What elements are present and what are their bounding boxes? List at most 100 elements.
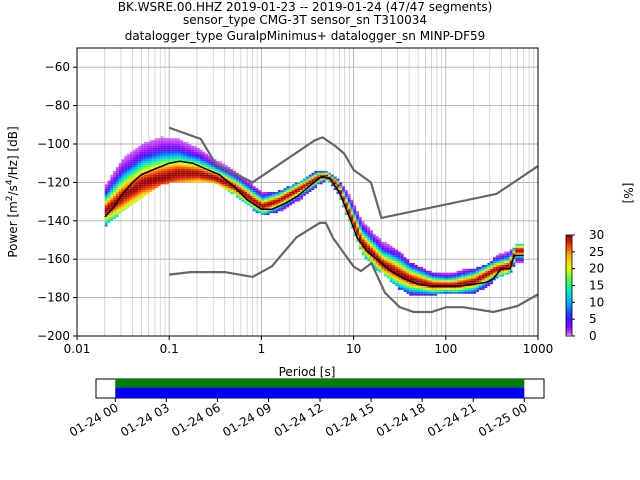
pdf-cell <box>470 288 474 290</box>
pdf-cell <box>289 201 292 204</box>
pdf-cell <box>277 199 281 202</box>
pdf-cell <box>155 140 158 143</box>
pdf-cell <box>386 255 390 258</box>
pdf-cell <box>194 161 197 164</box>
pdf-cell <box>143 153 147 156</box>
pdf-cell <box>470 280 474 283</box>
pdf-cell <box>266 207 270 210</box>
pdf-cell <box>127 203 130 206</box>
pdf-cell <box>138 195 142 198</box>
pdf-cell <box>289 197 292 200</box>
pdf-cell <box>258 209 262 212</box>
pdf-cell <box>177 144 181 146</box>
pdf-cell <box>177 159 181 162</box>
pdf-cell <box>353 222 357 225</box>
pdf-cell <box>241 195 245 198</box>
pdf-cell <box>319 170 323 173</box>
pdf-cell <box>233 178 237 181</box>
colorbar-segment <box>566 305 572 308</box>
pdf-cell <box>442 291 446 294</box>
pdf-cell <box>152 182 156 185</box>
pdf-cell <box>386 245 390 248</box>
pdf-cell <box>314 182 318 185</box>
pdf-cell <box>118 197 122 200</box>
pdf-cell <box>487 274 491 277</box>
pdf-cell <box>113 170 116 173</box>
pdf-cell <box>157 151 161 154</box>
pdf-cell <box>146 155 150 158</box>
pdf-cell <box>445 289 449 292</box>
colorbar-tick-label: 0 <box>589 329 597 343</box>
pdf-cell <box>336 180 340 183</box>
pdf-cell <box>358 228 362 231</box>
pdf-cell <box>372 236 376 239</box>
pdf-cell <box>467 272 471 275</box>
pdf-cell <box>107 205 111 208</box>
pdf-cell <box>339 188 343 191</box>
pdf-cell <box>389 274 393 277</box>
pdf-cell <box>266 211 270 214</box>
pdf-cell <box>177 155 181 158</box>
pdf-cell <box>113 211 116 214</box>
pdf-cell <box>272 211 276 214</box>
pdf-cell <box>185 178 189 181</box>
pdf-cell <box>149 180 153 183</box>
colorbar-tick-label: 25 <box>589 245 604 259</box>
pdf-cell <box>104 211 108 214</box>
colorbar-segment <box>566 302 572 305</box>
pdf-cell <box>414 266 418 269</box>
pdf-cell <box>141 159 144 162</box>
pdf-cell <box>194 147 197 150</box>
pdf-cell <box>425 276 429 279</box>
pdf-cell <box>132 197 136 200</box>
title-line-2: sensor_type CMG-3T sensor_sn T310034 <box>183 13 427 27</box>
pdf-cell <box>118 165 122 168</box>
pdf-cell <box>504 261 507 264</box>
pdf-cell <box>261 205 264 208</box>
pdf-cell <box>202 157 206 160</box>
pdf-cell <box>188 180 192 183</box>
pdf-cell <box>445 284 449 287</box>
pdf-cell <box>392 272 396 275</box>
pdf-cell <box>300 182 304 185</box>
pdf-cell <box>515 249 519 252</box>
pdf-cell <box>177 142 181 144</box>
pdf-cell <box>146 174 150 177</box>
pdf-cell <box>325 174 329 177</box>
pdf-cell <box>143 161 147 164</box>
pdf-cell <box>364 224 368 227</box>
pdf-cell <box>107 218 111 221</box>
pdf-cell <box>420 272 424 275</box>
pdf-cell <box>484 264 488 267</box>
pdf-cell <box>110 216 114 219</box>
pdf-cell <box>392 251 396 254</box>
pdf-cell <box>384 257 387 260</box>
pdf-cell <box>222 182 225 185</box>
pdf-cell <box>375 255 379 258</box>
pdf-cell <box>456 286 460 288</box>
pdf-cell <box>476 276 480 279</box>
colorbar-segment <box>566 297 572 300</box>
pdf-cell <box>219 161 223 164</box>
pdf-cell <box>261 207 264 210</box>
pdf-cell <box>163 172 167 175</box>
pdf-cell <box>266 201 270 204</box>
pdf-cell <box>210 174 214 177</box>
pdf-cell <box>314 176 318 179</box>
pdf-cell <box>174 155 178 158</box>
pdf-cell <box>149 145 153 148</box>
pdf-cell <box>473 284 477 287</box>
pdf-cell <box>353 215 357 217</box>
pdf-cell <box>459 282 463 285</box>
pdf-cell <box>372 259 376 262</box>
pdf-cell <box>129 180 133 183</box>
pdf-cell <box>166 182 169 185</box>
pdf-cell <box>467 274 471 277</box>
pdf-cell <box>132 201 136 204</box>
pdf-cell <box>445 291 449 294</box>
pdf-cell <box>129 165 133 168</box>
pdf-cell <box>129 197 133 200</box>
pdf-cell <box>384 249 387 252</box>
pdf-cell <box>492 264 496 267</box>
pdf-cell <box>347 209 351 212</box>
